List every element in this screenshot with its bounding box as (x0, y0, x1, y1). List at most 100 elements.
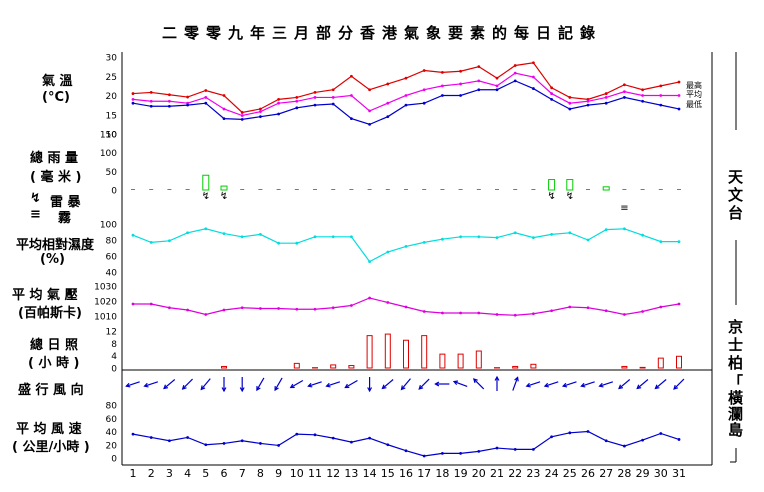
min-temp-point (495, 88, 499, 92)
wind-direction-arrowhead (125, 382, 131, 388)
pressure-label: 平 均 氣 壓 (12, 288, 78, 303)
wind-speed-point (240, 439, 244, 443)
max-temp-point (404, 76, 408, 80)
day-tick-label: 22 (508, 467, 522, 480)
mean-temp-point (186, 101, 190, 105)
max-temp-point (459, 69, 462, 73)
day-tick-label: 21 (490, 467, 504, 480)
max-temp-point (168, 93, 171, 97)
max-temp-point (277, 97, 280, 101)
mean-temp-point (641, 94, 644, 97)
wind-speed-point (459, 451, 462, 455)
wind-direction-arrowhead (381, 384, 387, 390)
day-tick-label: 28 (617, 467, 631, 480)
wind-direction-arrowhead (289, 383, 295, 389)
mean-temp-point (240, 114, 244, 117)
min-temp-point (204, 101, 208, 105)
humidity-point (331, 235, 335, 239)
sunshine-bar (475, 350, 482, 369)
sunshine-bar (639, 366, 646, 369)
wind-direction-arrow (163, 379, 176, 389)
wind-speed-point (586, 430, 590, 433)
thunder-icon: ↯ (30, 191, 41, 206)
wind-speed-point (677, 438, 681, 441)
pressure-point (259, 307, 262, 310)
day-tick-label: 29 (636, 467, 650, 480)
day-tick-label: 12 (326, 467, 340, 480)
humidity-point (404, 245, 408, 248)
max-temp-point (350, 74, 353, 78)
max-temp-point (131, 92, 135, 95)
min-temp-point (313, 103, 317, 107)
wind-direction-arrowhead (221, 387, 227, 393)
station-kings-park: 京士柏 (728, 318, 744, 372)
wind-direction-arrow (345, 379, 358, 389)
wind-direction-arrowhead (367, 387, 373, 393)
day-tick-label: 14 (363, 467, 377, 480)
temperature-tick-label: 25 (106, 73, 117, 83)
min-temp-point (477, 88, 481, 92)
sunshine-bar (512, 365, 519, 369)
min-temp-point (441, 94, 444, 97)
rainfall-label: 總 雨 量 (30, 151, 79, 166)
wind-direction-arrow (618, 379, 631, 389)
pressure-point (350, 304, 353, 307)
wind-direction-arrow (308, 381, 322, 387)
min-temp-point (459, 94, 462, 97)
wind-direction-arrow (512, 377, 519, 391)
max-temp-point (186, 95, 190, 99)
min-temp-point (386, 115, 390, 119)
humidity-point (313, 235, 317, 239)
wind-direction-arrowhead (434, 381, 440, 387)
max-temp-point (441, 71, 444, 74)
humidity-point (495, 236, 499, 240)
sunshine-unit: ( 小 時 ) (28, 356, 80, 371)
day-tick-label: 23 (526, 467, 540, 480)
min-temp-point (677, 107, 681, 111)
pressure-point (441, 311, 444, 315)
humidity-point (677, 240, 681, 244)
pressure-point (604, 309, 608, 313)
humidity-tick-label: 100 (100, 221, 117, 231)
min-temp-point (604, 101, 608, 105)
wind-direction-arrow (673, 378, 685, 390)
min-temp-point (350, 117, 353, 120)
humidity-tick-label: 60 (106, 253, 118, 263)
mean-temp-legend: 平均 (686, 89, 702, 99)
wind-speed-point (495, 446, 499, 450)
fog-label: 霧 (58, 211, 72, 226)
wind-direction-arrow (144, 381, 159, 387)
humidity-point (586, 238, 590, 242)
wind-direction-arrow (562, 381, 577, 387)
humidity-point (604, 228, 608, 232)
mean-temp-point (459, 82, 462, 86)
sunshine-bar (348, 365, 355, 369)
wind-direction-arrow (581, 381, 595, 387)
wind-direction-arrowhead (400, 385, 406, 391)
rainfall-tick-label: 50 (106, 168, 118, 178)
min-temp-point (422, 101, 426, 105)
wind-direction-arrowhead (514, 376, 519, 382)
humidity-point (641, 233, 644, 237)
rainfall-tick-label: 0 (111, 187, 117, 197)
max-temp-point (641, 88, 644, 92)
wind-direction-arrowhead (325, 382, 331, 388)
wind-speed-point (331, 436, 335, 440)
wind-direction-arrow (526, 381, 541, 387)
wind-direction-arrowhead (307, 382, 313, 388)
day-tick-label: 30 (654, 467, 668, 480)
sunshine-bar (621, 365, 628, 369)
pressure-point (131, 302, 135, 306)
pressure-point (295, 307, 299, 311)
sunshine-tick-label: 4 (111, 352, 117, 362)
pressure-point (459, 311, 462, 315)
wind-speed-point (386, 443, 390, 447)
temperature-unit: (°C) (42, 90, 70, 105)
wind-direction-arrowhead (181, 384, 187, 390)
pressure-point (550, 309, 553, 313)
day-tick-label: 16 (399, 467, 413, 480)
day-tick-label: 18 (435, 467, 449, 480)
pressure-point (149, 302, 153, 306)
wind-speed-point (168, 439, 171, 443)
wind-speed-point (568, 431, 572, 435)
